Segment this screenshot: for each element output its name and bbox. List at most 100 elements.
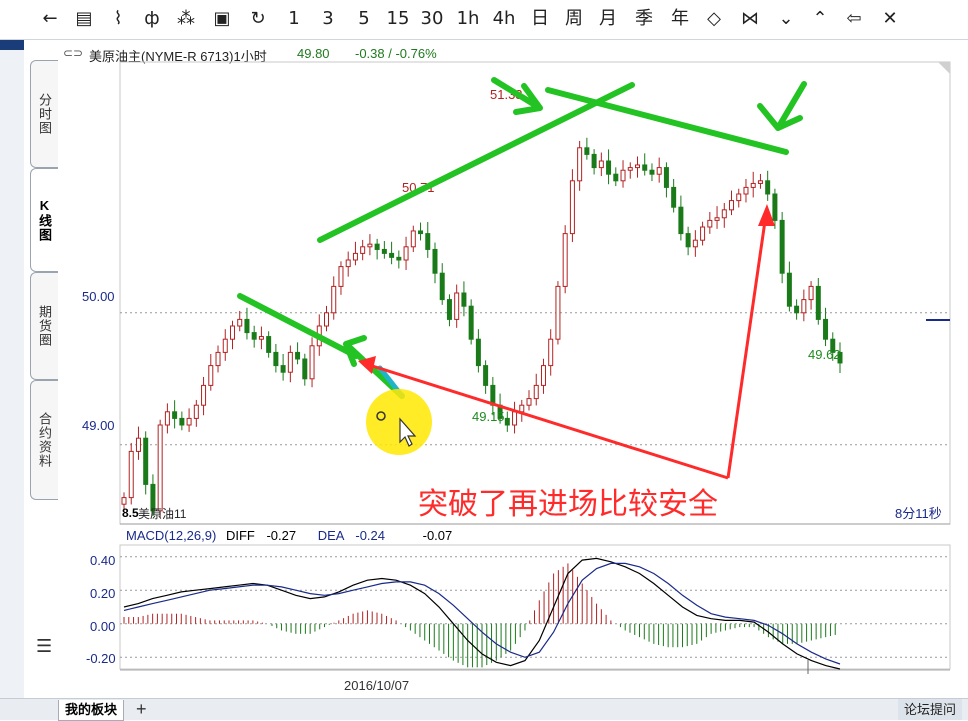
list-icon[interactable]: ☰ bbox=[36, 636, 53, 656]
macd-panel-frame bbox=[119, 544, 951, 670]
candle-body bbox=[186, 417, 192, 426]
candle-body bbox=[338, 266, 344, 287]
draw-tool-icon[interactable]: ⁂ bbox=[177, 8, 195, 29]
period-1h[interactable]: 1h bbox=[456, 8, 480, 29]
side-tab-bar: 分时图 K线图 期货圈 合约资料 bbox=[30, 60, 60, 700]
candle-body bbox=[714, 217, 720, 221]
toolbar: ← ▤ ⌇ ф ⁂ ▣ ↻ 1 3 5 15 30 1h 4h 日周月季年 ◇ ⋈ ⌄ ⌃ ⇦ ✕ bbox=[0, 0, 968, 40]
period-month[interactable]: 月 bbox=[599, 8, 617, 29]
candle-body bbox=[128, 450, 134, 499]
expand-icon[interactable]: ◇ bbox=[707, 8, 721, 29]
candle-body bbox=[750, 182, 756, 188]
corner-resize[interactable] bbox=[938, 62, 950, 74]
macd-title: MACD(12,26,9) bbox=[126, 528, 217, 543]
add-tab-button[interactable]: + bbox=[136, 699, 147, 719]
candle-body bbox=[367, 243, 373, 248]
candle-body bbox=[121, 497, 127, 505]
period-season[interactable]: 季 bbox=[635, 8, 653, 29]
symbol-title: 美原油主(NYME-R 6713)1小时 bbox=[89, 49, 267, 64]
candle-body bbox=[410, 230, 416, 248]
tab-timeshare[interactable]: 分时图 bbox=[30, 60, 58, 168]
candle-body bbox=[164, 411, 170, 426]
macd-tick-neg020: -0.20 bbox=[86, 651, 116, 666]
left-strip bbox=[0, 40, 24, 720]
my-sector-tab[interactable]: 我的板块 bbox=[58, 700, 125, 721]
candle-body bbox=[425, 233, 431, 250]
mid-high-price-label: 50.71 bbox=[402, 180, 435, 195]
back-icon[interactable]: ← bbox=[42, 8, 58, 29]
candle-body bbox=[512, 411, 518, 426]
red-arrowhead-left-icon bbox=[358, 356, 376, 374]
left-low-label: 8.5 bbox=[122, 506, 139, 520]
candle-body bbox=[374, 243, 380, 250]
left-trendline bbox=[237, 293, 359, 359]
price-change: -0.38 / -0.76% bbox=[355, 46, 437, 61]
scroll-down-icon[interactable]: ⌄ bbox=[778, 8, 794, 29]
period-week[interactable]: 周 bbox=[565, 8, 583, 29]
candle-body bbox=[135, 437, 141, 452]
line-chart-icon[interactable]: ⌇ bbox=[113, 8, 123, 29]
forum-ask-button[interactable]: 论坛提问 bbox=[897, 699, 962, 720]
tab-kline[interactable]: K线图 bbox=[30, 168, 58, 272]
candle-body bbox=[678, 206, 684, 235]
dock-marker bbox=[0, 40, 24, 50]
low-price-label: 49.15 bbox=[472, 409, 505, 424]
candle-body bbox=[468, 305, 474, 340]
tab-contract-info[interactable]: 合约资料 bbox=[30, 380, 58, 500]
candle-body bbox=[360, 246, 366, 254]
shrink-icon[interactable]: ⋈ bbox=[741, 8, 759, 29]
candle-body bbox=[201, 384, 207, 406]
period-year[interactable]: 年 bbox=[671, 8, 689, 29]
candle-body bbox=[280, 365, 286, 373]
candle-body bbox=[258, 336, 264, 340]
period-30[interactable]: 30 bbox=[420, 8, 444, 29]
period-15[interactable]: 15 bbox=[386, 8, 410, 29]
period-4h[interactable]: 4h bbox=[492, 8, 516, 29]
candle-body bbox=[577, 147, 583, 182]
candle-body bbox=[801, 299, 807, 314]
left-arrow-icon[interactable]: ⇦ bbox=[846, 8, 862, 29]
candle-body bbox=[418, 230, 424, 235]
candle-body bbox=[454, 292, 460, 320]
candle-body bbox=[685, 233, 691, 248]
candle-body bbox=[591, 153, 597, 169]
candle-body bbox=[143, 437, 149, 485]
candle-body bbox=[352, 252, 358, 261]
candle-body bbox=[150, 483, 156, 512]
candle-body bbox=[345, 259, 351, 268]
period-5[interactable]: 5 bbox=[358, 8, 370, 29]
refresh-icon[interactable]: ↻ bbox=[250, 8, 266, 29]
candle-body bbox=[837, 351, 843, 364]
candle-body bbox=[721, 209, 727, 219]
candle-body bbox=[432, 248, 438, 274]
dea-name: DEA bbox=[317, 528, 344, 543]
candle-body bbox=[779, 219, 785, 274]
rising-trendline bbox=[317, 82, 635, 243]
candle-body bbox=[244, 318, 250, 334]
dea-line bbox=[123, 562, 841, 665]
diff-line bbox=[123, 557, 841, 670]
arrow-peak-icon bbox=[491, 77, 543, 115]
x-axis-date: 2016/10/07 bbox=[344, 678, 409, 693]
candle-body bbox=[273, 351, 279, 367]
list-view-icon[interactable]: ▤ bbox=[75, 8, 93, 29]
period-day[interactable]: 日 bbox=[531, 8, 549, 29]
period-1[interactable]: 1 bbox=[288, 8, 300, 29]
candle-body bbox=[403, 246, 409, 261]
last-price: 49.80 bbox=[297, 46, 330, 61]
candle-body bbox=[461, 292, 467, 307]
save-icon[interactable]: ▣ bbox=[213, 8, 231, 29]
link-icon[interactable]: ⊂⊃ bbox=[63, 46, 84, 60]
candle-body bbox=[642, 164, 648, 171]
candlestick-icon[interactable]: ф bbox=[144, 8, 160, 29]
period-3[interactable]: 3 bbox=[322, 8, 334, 29]
close-icon[interactable]: ✕ bbox=[882, 8, 898, 29]
diff-name: DIFF bbox=[225, 528, 255, 543]
candle-body bbox=[193, 404, 199, 419]
candle-body bbox=[548, 338, 554, 367]
candle-body bbox=[389, 252, 395, 258]
candle-body bbox=[439, 272, 445, 301]
tab-futures-circle[interactable]: 期货圈 bbox=[30, 272, 58, 380]
scroll-up-icon[interactable]: ⌃ bbox=[812, 8, 828, 29]
